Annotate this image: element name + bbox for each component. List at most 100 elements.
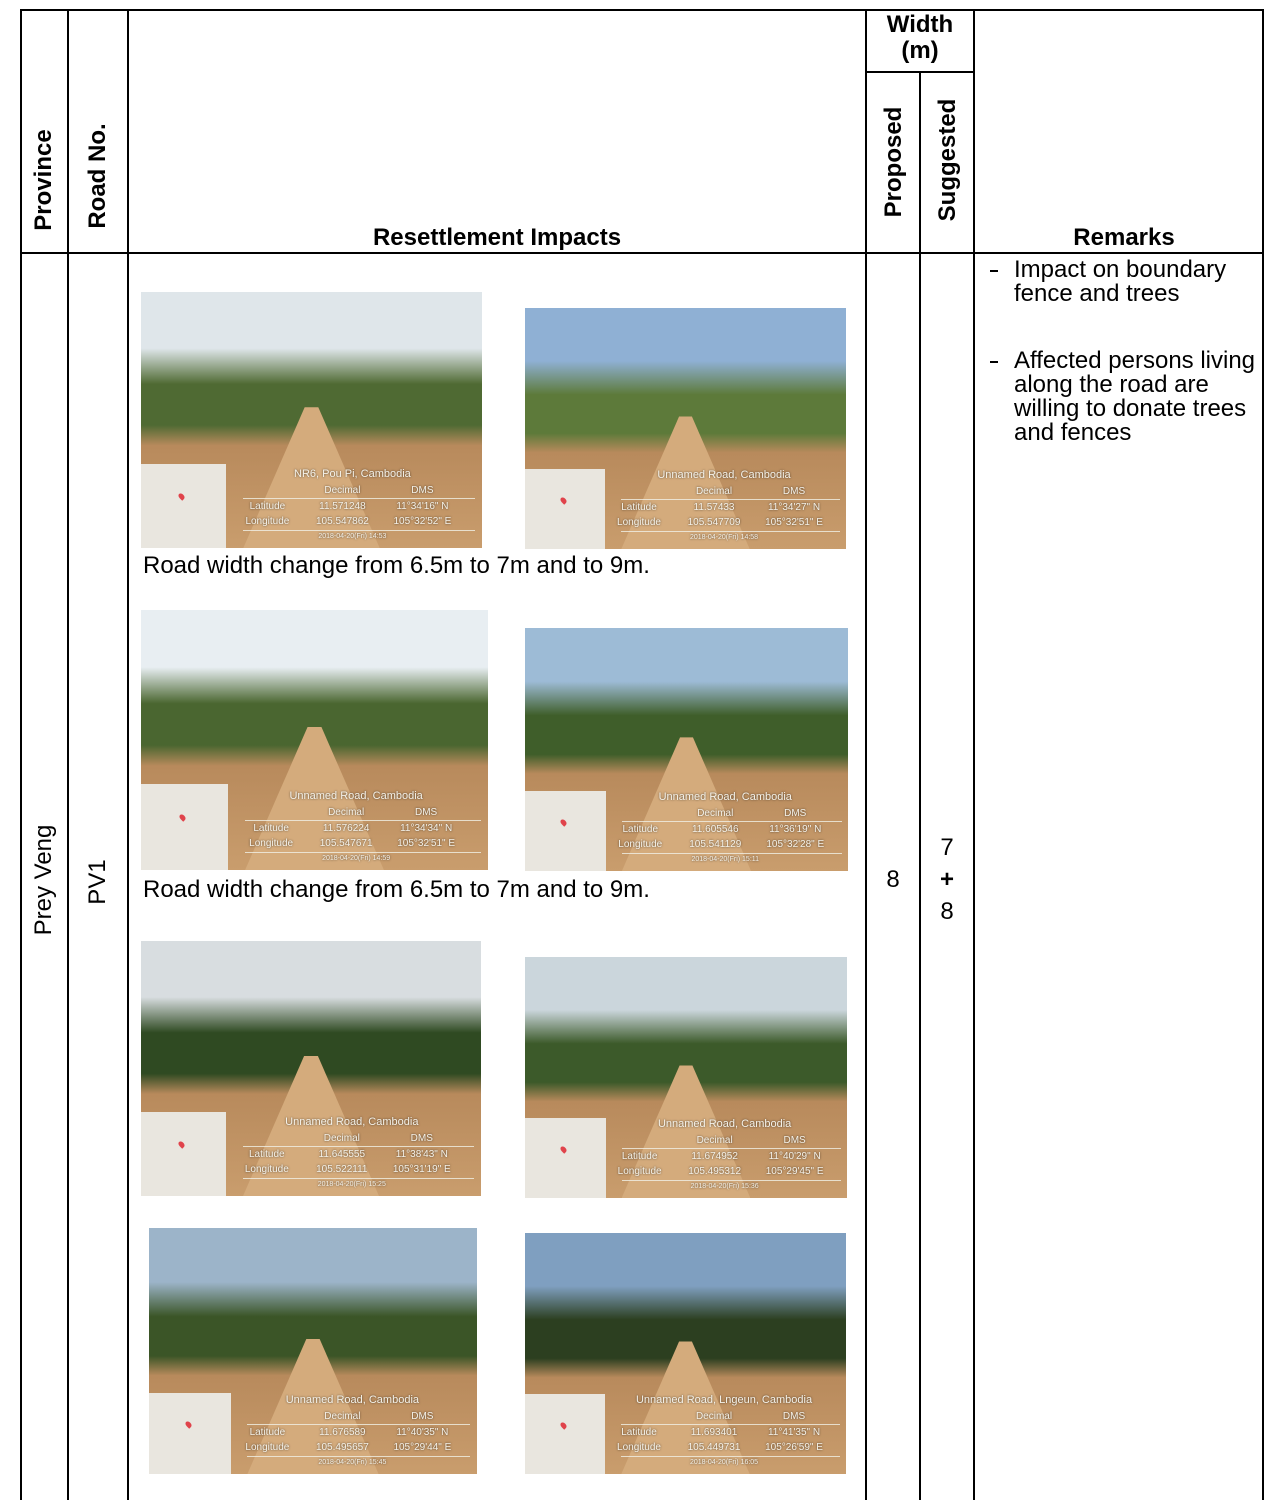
photo-lon: 105.522111	[316, 1164, 368, 1175]
photo-rule	[247, 1424, 471, 1425]
photo-lon-dms: 105°29'44" E	[393, 1442, 452, 1453]
road	[621, 416, 750, 549]
photo-label: Longitude	[245, 1442, 290, 1453]
photo-label: Longitude	[244, 1164, 289, 1175]
photo-lat-dms: 11°34'34" N	[400, 823, 453, 834]
photo-lon-dms: 105°32'28" E	[766, 839, 825, 850]
map-pin	[559, 496, 568, 506]
photo-lat: 11.571248	[319, 501, 366, 512]
photo-label: Decimal	[324, 485, 361, 496]
map-pin	[559, 1145, 568, 1155]
photo-lon-dms: 105°31'19" E	[392, 1164, 451, 1175]
photo-lat-dms: 11°34'16" N	[396, 501, 449, 512]
photo-place: Unnamed Road, Lngeun, Cambodia	[635, 1394, 813, 1406]
photo-label: Longitude	[618, 839, 663, 850]
map-pin	[178, 813, 187, 822]
photo-place: Unnamed Road, Cambodia	[658, 791, 792, 803]
photo-time: 2018-04-20(Fri) 16:05	[689, 1459, 759, 1466]
header-impacts: Resettlement Impacts	[372, 224, 622, 251]
border	[127, 9, 129, 1500]
road	[621, 737, 752, 871]
photo-lon: 105.547671	[319, 838, 373, 849]
photo: Unnamed Road, Cambodia Decimal DMS Latitude…	[149, 1228, 477, 1474]
photo-lon: 105.495657	[315, 1442, 369, 1453]
photo-label: Latitude	[621, 1427, 657, 1438]
caption: Road width change from 6.5m to 7m and to…	[143, 876, 650, 903]
photo: Unnamed Road, Cambodia Decimal DMS Latitude…	[525, 308, 846, 549]
photo-lon-dms: 105°26'59" E	[765, 1442, 823, 1453]
photo-label: Decimal	[696, 1135, 733, 1146]
photo-rule	[621, 1456, 840, 1457]
photo-rule	[243, 1146, 475, 1147]
map-pin	[184, 1420, 193, 1429]
map-inset	[525, 790, 606, 871]
photo-lon: 105.541129	[689, 839, 742, 850]
photo: Unnamed Road, Cambodia Decimal DMS Latitude…	[525, 628, 848, 871]
remark: Impact on boundary fence and trees	[1014, 256, 1227, 307]
photo-lat-dms: 11°40'29" N	[768, 1151, 821, 1162]
photo-label: Longitude	[617, 517, 661, 528]
bullet	[990, 270, 998, 272]
photo-rule	[621, 499, 840, 500]
photo-label: DMS	[415, 807, 438, 818]
photo-lat: 11.576224	[322, 823, 370, 834]
photo-label: Latitude	[249, 1149, 285, 1160]
photo-rule	[245, 852, 482, 853]
province: Prey Veng	[30, 824, 57, 936]
border	[919, 71, 921, 1500]
photo-label: Longitude	[617, 1442, 661, 1453]
header-proposed: Proposed	[880, 106, 907, 218]
caption: Road width change from 6.5m to 7m and to…	[143, 552, 650, 579]
photo-label: Latitude	[622, 824, 659, 835]
photo-lon-dms: 105°32'51" E	[765, 517, 823, 528]
photo-time: 2018-04-20(Fri) 15:25	[317, 1181, 386, 1188]
border	[67, 9, 69, 1500]
photo-time: 2018-04-20(Fri) 15:45	[318, 1459, 387, 1466]
photo-time: 2018-04-20(Fri) 14:58	[689, 534, 759, 541]
photo-rule	[621, 853, 842, 854]
photo-lat-dms: 11°38'43" N	[395, 1149, 448, 1160]
suggested-width: +	[939, 866, 954, 893]
border	[865, 9, 867, 1500]
header-remarks: Remarks	[1073, 224, 1175, 251]
photo-rule	[621, 1424, 840, 1425]
map-inset	[525, 1118, 606, 1198]
photo-time: 2018-04-20(Fri) 15:36	[690, 1183, 759, 1190]
map-inset	[525, 469, 606, 549]
photo-rule	[245, 820, 482, 821]
header-width: Width (m)	[886, 11, 954, 64]
photo-place: NR6, Pou Pi, Cambodia	[294, 468, 411, 480]
photo-lat-dms: 11°36'19" N	[769, 824, 822, 835]
photo-rule	[621, 531, 840, 532]
photo-lat: 11.693401	[690, 1427, 738, 1438]
photo-label: Decimal	[328, 807, 365, 818]
photo-lat-dms: 11°41'35" N	[767, 1427, 821, 1438]
road	[621, 1065, 751, 1198]
photo-rule	[621, 821, 842, 822]
photo-lon: 105.547709	[687, 517, 741, 528]
photo-label: Longitude	[617, 1166, 662, 1177]
border	[20, 252, 1264, 254]
border	[973, 9, 975, 1500]
photo-lon: 105.495312	[688, 1166, 742, 1177]
photo: Unnamed Road, Cambodia Decimal DMS Latitude…	[141, 610, 488, 870]
photo-label: DMS	[782, 486, 806, 497]
header-road-no: Road No.	[84, 123, 111, 229]
header-province: Province	[30, 129, 57, 231]
photo-lat: 11.676589	[319, 1427, 366, 1438]
photo-place: Unnamed Road, Cambodia	[285, 1394, 420, 1406]
photo-rule	[243, 1178, 475, 1179]
photo-label: DMS	[784, 808, 807, 819]
map-pin	[177, 492, 187, 501]
photo-label: Longitude	[245, 516, 290, 527]
map-inset	[141, 463, 227, 548]
photo-label: Latitude	[249, 1427, 286, 1438]
map-pin	[177, 1140, 186, 1150]
map-inset	[141, 1111, 226, 1196]
photo-rule	[243, 530, 476, 531]
photo-lat-dms: 11°40'35" N	[396, 1427, 449, 1438]
photo: NR6, Pou Pi, Cambodia Decimal DMS Latitude 1…	[141, 292, 482, 548]
road-no: PV1	[84, 859, 111, 905]
